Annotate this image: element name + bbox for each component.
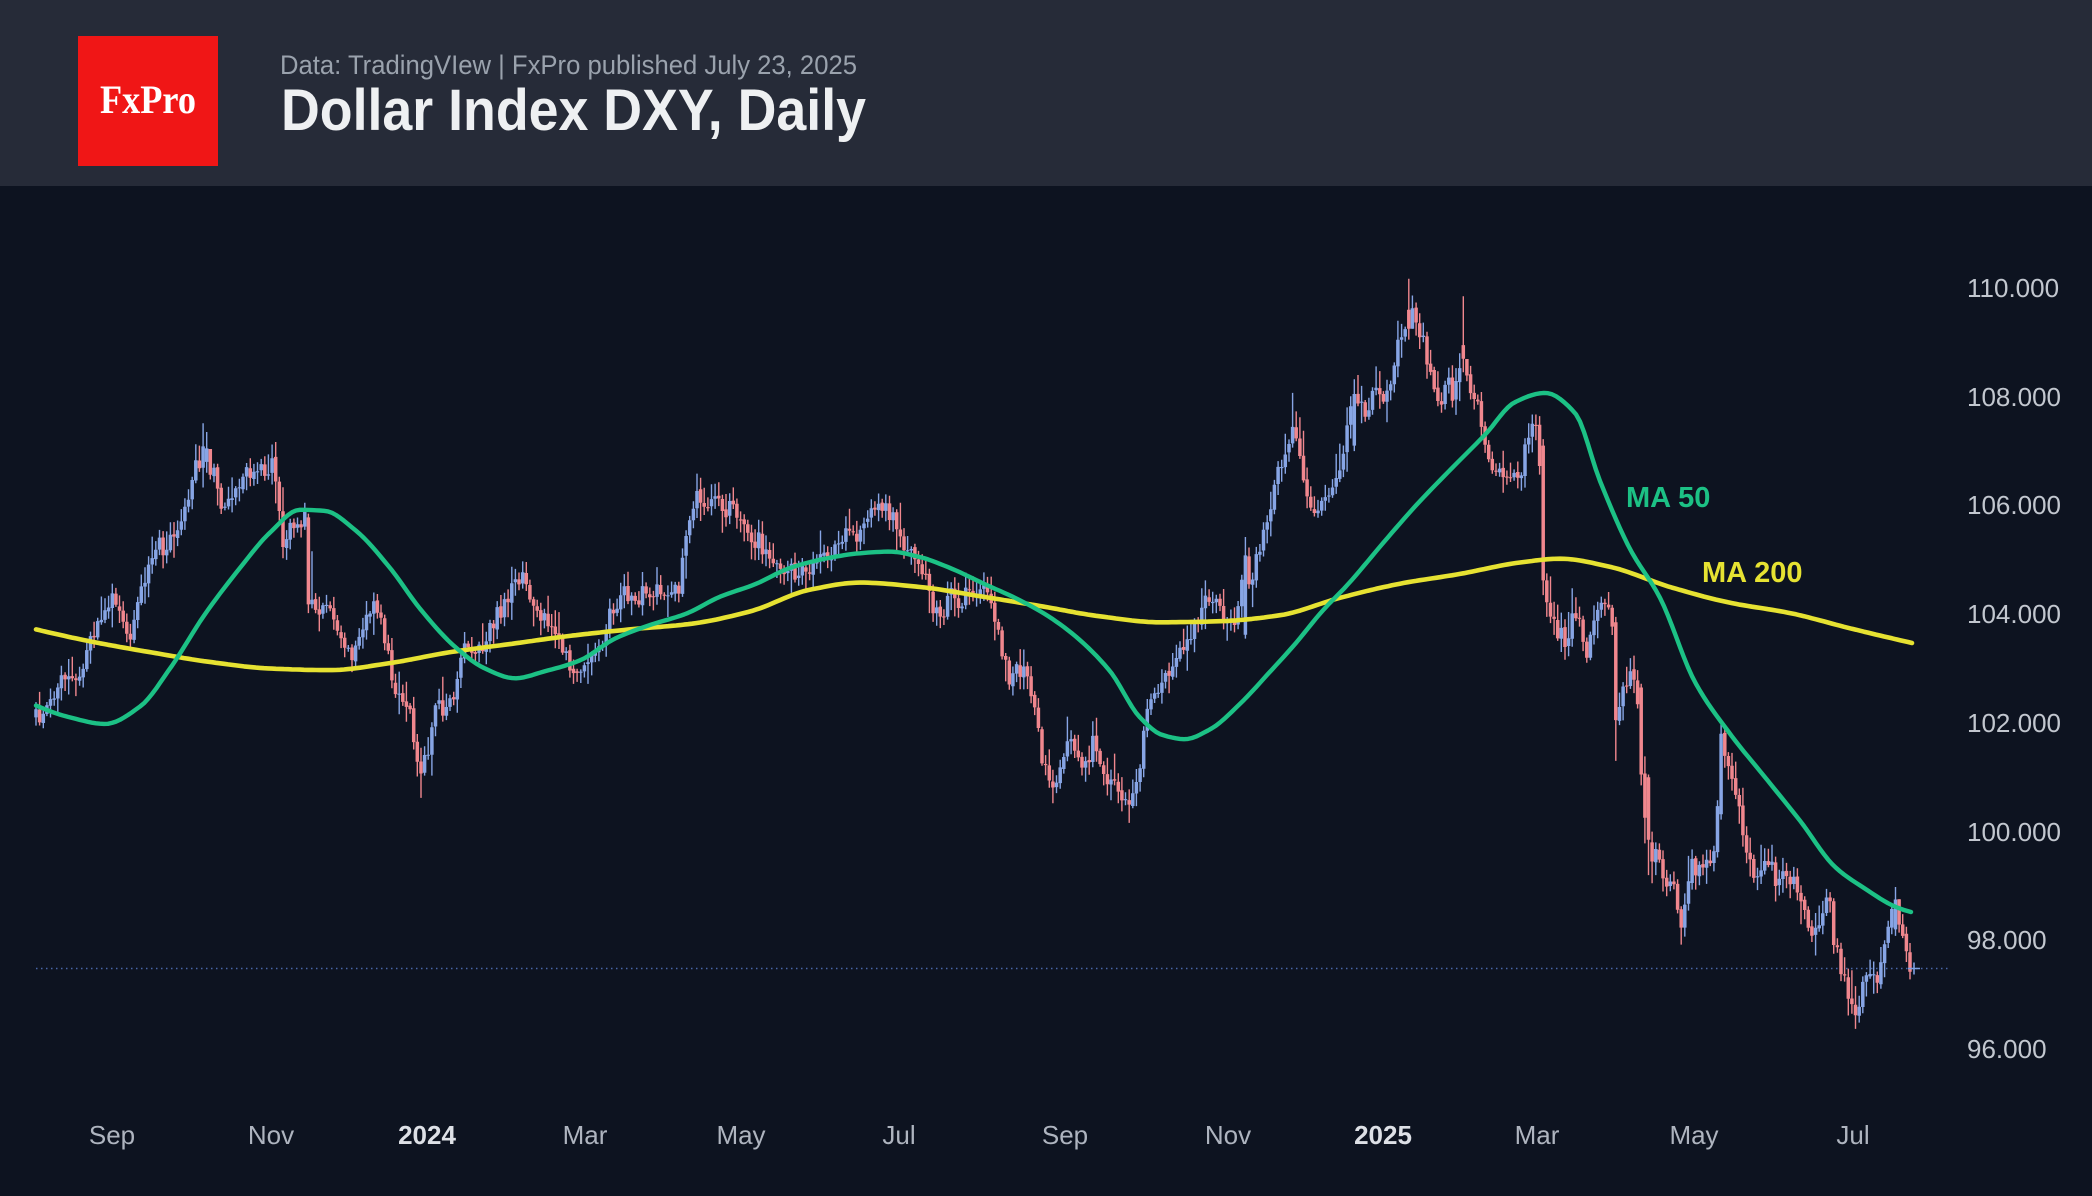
svg-text:Dollar Index DXY, Daily: Dollar Index DXY, Daily bbox=[281, 78, 866, 143]
svg-text:2025: 2025 bbox=[1354, 1120, 1412, 1150]
svg-text:Nov: Nov bbox=[1205, 1120, 1251, 1150]
svg-text:Data: TradingVIew | FxPro publ: Data: TradingVIew | FxPro published July… bbox=[280, 50, 857, 80]
svg-text:96.000: 96.000 bbox=[1967, 1034, 2047, 1064]
svg-text:May: May bbox=[1669, 1120, 1718, 1150]
svg-text:2024: 2024 bbox=[398, 1120, 456, 1150]
svg-text:106.000: 106.000 bbox=[1967, 490, 2061, 520]
svg-text:110.000: 110.000 bbox=[1967, 273, 2059, 303]
svg-text:Sep: Sep bbox=[1042, 1120, 1088, 1150]
svg-text:Nov: Nov bbox=[248, 1120, 294, 1150]
svg-text:MA 200: MA 200 bbox=[1702, 557, 1802, 589]
svg-text:Jul: Jul bbox=[882, 1120, 915, 1150]
svg-text:Jul: Jul bbox=[1836, 1120, 1869, 1150]
svg-text:102.000: 102.000 bbox=[1967, 708, 2061, 738]
svg-text:MA 50: MA 50 bbox=[1626, 482, 1710, 514]
svg-text:108.000: 108.000 bbox=[1967, 382, 2061, 412]
svg-text:100.000: 100.000 bbox=[1967, 817, 2061, 847]
svg-text:May: May bbox=[716, 1120, 765, 1150]
svg-text:104.000: 104.000 bbox=[1967, 599, 2061, 629]
svg-text:Mar: Mar bbox=[1515, 1120, 1560, 1150]
svg-text:98.000: 98.000 bbox=[1967, 925, 2047, 955]
svg-text:Mar: Mar bbox=[563, 1120, 608, 1150]
svg-text:Sep: Sep bbox=[89, 1120, 135, 1150]
svg-text:FxPro: FxPro bbox=[100, 77, 196, 122]
